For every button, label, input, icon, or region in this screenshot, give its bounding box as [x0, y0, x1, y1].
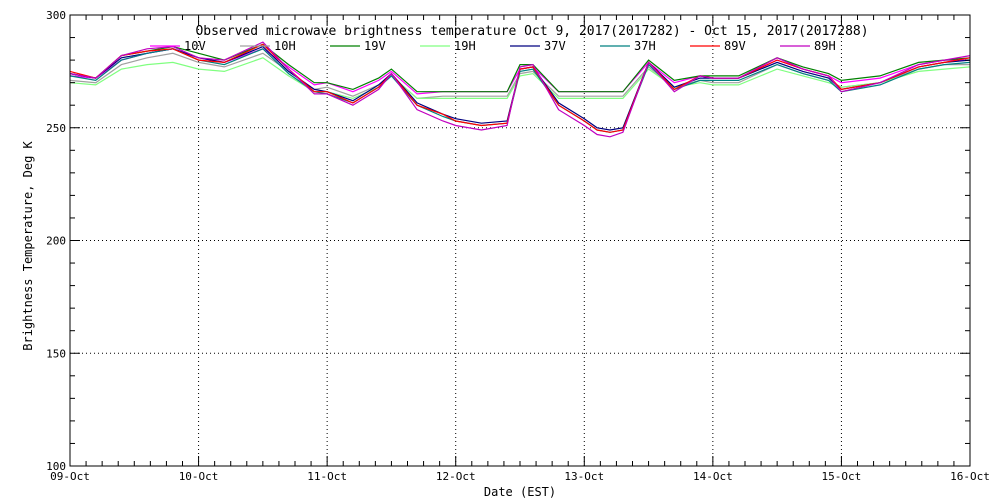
series-line-19h — [69, 57, 971, 100]
series-line-89v — [69, 43, 971, 133]
x-tick-label: 15-Oct — [822, 470, 862, 483]
x-tick-label: 14-Oct — [693, 470, 733, 483]
legend-label-10v: 10V — [184, 39, 206, 53]
series-line-37h — [69, 48, 971, 133]
y-tick-label: 100 — [46, 460, 66, 473]
legend-label-89v: 89V — [724, 39, 746, 53]
y-axis-label: Brightness Temperature, Deg K — [21, 140, 35, 350]
series-line-19v — [69, 43, 971, 93]
series-line-89h — [69, 41, 971, 138]
legend-label-37h: 37H — [634, 39, 656, 53]
tick-layer: 100 150 200 250 300 09-Oct 10-Oct 11-Oct 12-Oct 1… — [46, 9, 990, 483]
x-tick-label: 12-Oct — [436, 470, 476, 483]
series-line-37v — [69, 45, 971, 131]
legend: 10V 10H 19V 19H 37V 37H 89V 89H — [150, 39, 836, 53]
chart-title: Observed microwave brightness temperatur… — [195, 24, 868, 39]
legend-label-10h: 10H — [274, 39, 296, 53]
x-tick-label: 09-Oct — [50, 470, 90, 483]
y-tick-label: 300 — [46, 9, 66, 22]
y-tick-label: 250 — [46, 122, 66, 135]
x-tick-label: 16-Oct — [950, 470, 990, 483]
series-layer — [69, 41, 971, 138]
y-tick-label: 150 — [46, 347, 66, 360]
y-tick-label: 200 — [46, 235, 66, 248]
legend-label-89h: 89H — [814, 39, 836, 53]
x-tick-label: 13-Oct — [564, 470, 604, 483]
legend-label-19h: 19H — [454, 39, 476, 53]
legend-label-37v: 37V — [544, 39, 566, 53]
x-tick-label: 11-Oct — [307, 470, 347, 483]
x-tick-label: 10-Oct — [179, 470, 219, 483]
x-axis-label: Date (EST) — [484, 485, 556, 499]
legend-label-19v: 19V — [364, 39, 386, 53]
